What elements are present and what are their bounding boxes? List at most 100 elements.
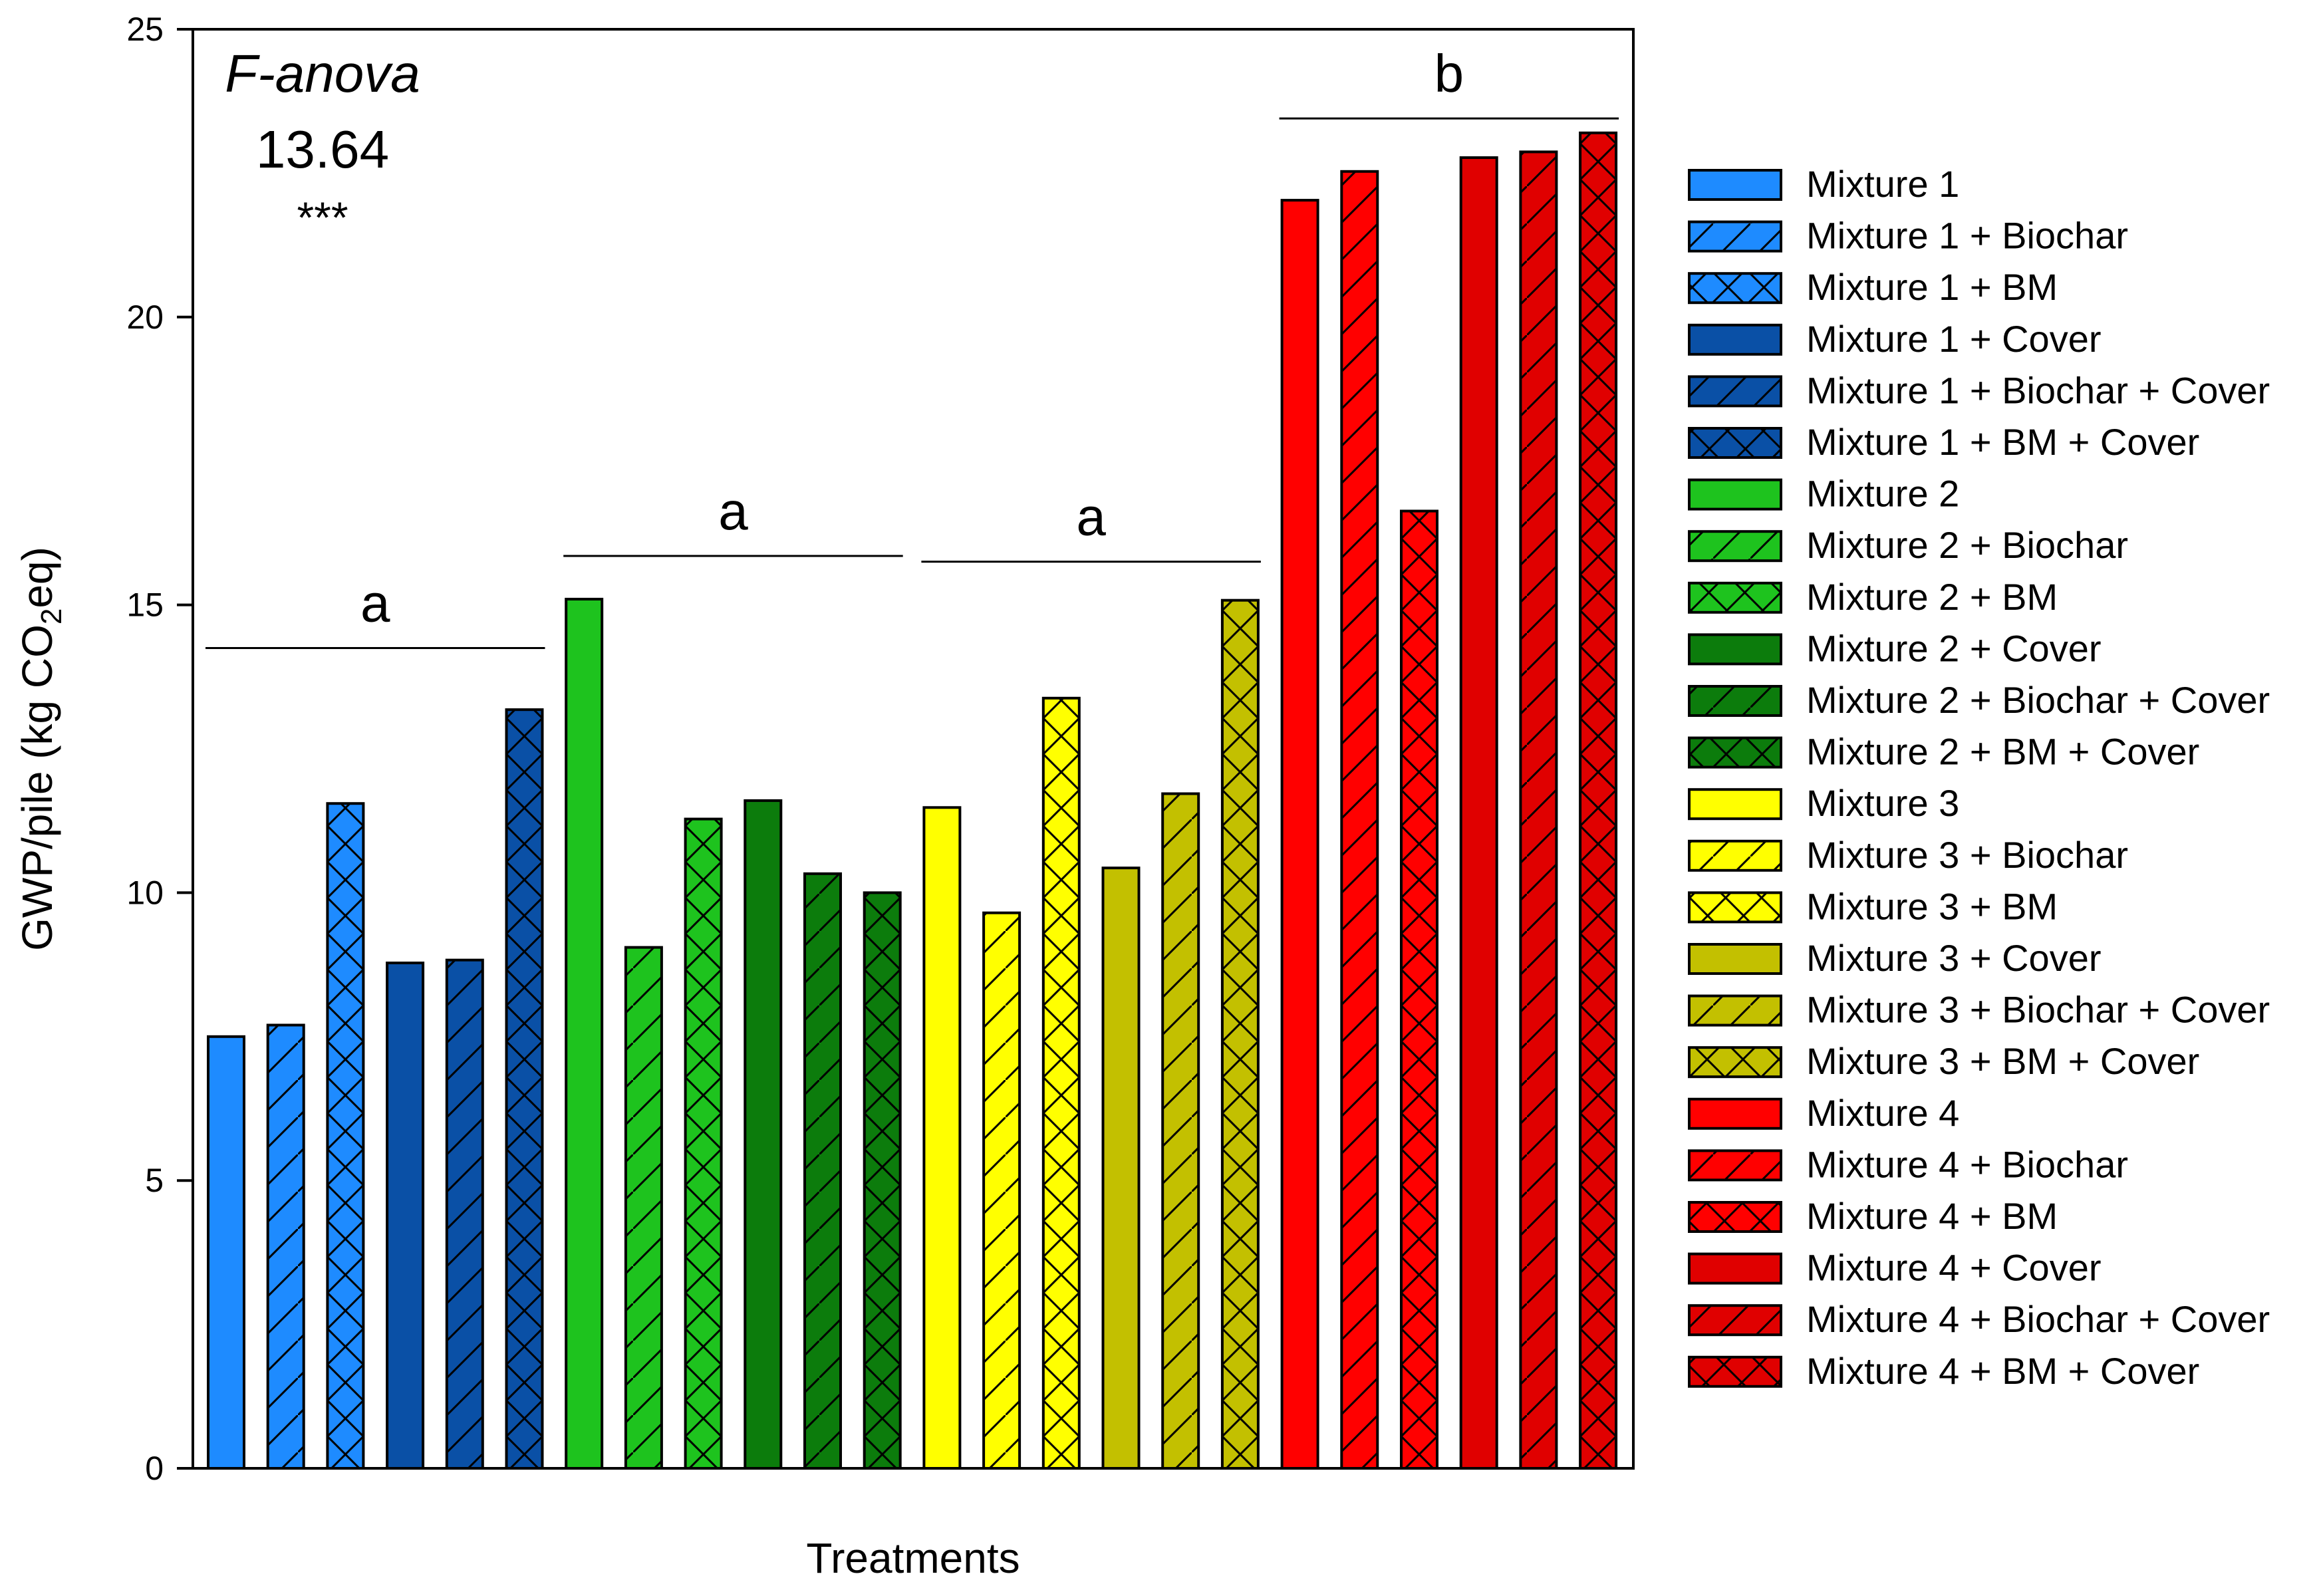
plot-frame bbox=[192, 28, 1635, 1470]
group-letter-3: a bbox=[1076, 487, 1106, 547]
bar-6 bbox=[505, 708, 544, 1470]
legend-label-19: Mixture 4 bbox=[1806, 1092, 1959, 1134]
legend-swatch-20 bbox=[1688, 1149, 1782, 1182]
legend-item-20: Mixture 4 + Biochar bbox=[1688, 1143, 2128, 1185]
y-tick-label-10: 10 bbox=[126, 874, 164, 911]
legend-swatch-23 bbox=[1688, 1304, 1782, 1337]
legend-item-5: Mixture 1 + Biochar + Cover bbox=[1688, 369, 2270, 411]
legend-swatch-8 bbox=[1688, 530, 1782, 563]
legend-label-6: Mixture 1 + BM + Cover bbox=[1806, 421, 2199, 463]
legend-item-24: Mixture 4 + BM + Cover bbox=[1688, 1350, 2199, 1392]
y-tick-label-20: 20 bbox=[126, 299, 164, 336]
group-letter-4: b bbox=[1434, 44, 1464, 103]
y-axis-label: GWP/pile (kg CO2eq) bbox=[13, 547, 68, 951]
legend-item-10: Mixture 2 + Cover bbox=[1688, 627, 2102, 669]
legend-item-21: Mixture 4 + BM bbox=[1688, 1195, 2058, 1237]
legend-label-5: Mixture 1 + Biochar + Cover bbox=[1806, 369, 2270, 411]
legend-label-1: Mixture 1 bbox=[1806, 163, 1959, 205]
legend-swatch-21 bbox=[1688, 1201, 1782, 1233]
legend-label-11: Mixture 2 + Biochar + Cover bbox=[1806, 679, 2270, 721]
y-axis-label-subscript: 2 bbox=[35, 608, 68, 624]
legend-label-8: Mixture 2 + Biochar bbox=[1806, 524, 2128, 566]
legend-item-7: Mixture 2 bbox=[1688, 473, 1959, 515]
y-axis-label-suffix: eq) bbox=[13, 547, 61, 608]
legend-item-9: Mixture 2 + BM bbox=[1688, 576, 2058, 618]
legend-item-17: Mixture 3 + Biochar + Cover bbox=[1688, 989, 2270, 1031]
legend-item-2: Mixture 1 + Biochar bbox=[1688, 215, 2128, 257]
legend-label-16: Mixture 3 + Cover bbox=[1806, 937, 2102, 979]
legend: Mixture 1 Mixture 1 + Biochar Mixture 1 + … bbox=[1688, 163, 2270, 1392]
legend-label-23: Mixture 4 + Biochar + Cover bbox=[1806, 1298, 2270, 1340]
legend-label-4: Mixture 1 + Cover bbox=[1806, 318, 2102, 360]
legend-label-17: Mixture 3 + Biochar + Cover bbox=[1806, 989, 2270, 1031]
legend-swatch-7 bbox=[1688, 478, 1782, 511]
anova-title: F-anova bbox=[225, 44, 420, 103]
legend-label-2: Mixture 1 + Biochar bbox=[1806, 215, 2128, 257]
legend-swatch-16 bbox=[1688, 943, 1782, 975]
y-tick-label-0: 0 bbox=[145, 1450, 164, 1487]
legend-label-7: Mixture 2 bbox=[1806, 473, 1959, 515]
legend-item-16: Mixture 3 + Cover bbox=[1688, 937, 2102, 979]
legend-swatch-10 bbox=[1688, 633, 1782, 666]
group-letter-2: a bbox=[718, 481, 748, 541]
legend-swatch-19 bbox=[1688, 1097, 1782, 1130]
bar-23 bbox=[1519, 150, 1558, 1470]
legend-item-4: Mixture 1 + Cover bbox=[1688, 318, 2102, 360]
bar-17 bbox=[1161, 792, 1200, 1470]
bar-20 bbox=[1340, 170, 1379, 1470]
y-axis: 0 5 10 15 20 25 bbox=[126, 11, 193, 1487]
bar-11 bbox=[803, 872, 842, 1470]
legend-item-3: Mixture 1 + BM bbox=[1688, 266, 2058, 308]
legend-item-8: Mixture 2 + Biochar bbox=[1688, 524, 2128, 566]
bar-15 bbox=[1041, 696, 1081, 1470]
anova-stars: *** bbox=[297, 193, 348, 242]
legend-item-12: Mixture 2 + BM + Cover bbox=[1688, 731, 2199, 773]
bar-3 bbox=[326, 802, 365, 1470]
legend-swatch-12 bbox=[1688, 736, 1782, 769]
bar-12 bbox=[863, 891, 902, 1470]
bar-2 bbox=[266, 1023, 305, 1470]
legend-label-3: Mixture 1 + BM bbox=[1806, 266, 2058, 308]
bar-18 bbox=[1220, 598, 1260, 1470]
legend-label-13: Mixture 3 bbox=[1806, 782, 1959, 824]
legend-item-6: Mixture 1 + BM + Cover bbox=[1688, 421, 2199, 463]
bar-7 bbox=[565, 597, 604, 1470]
y-axis-label-prefix: GWP/pile (kg CO bbox=[13, 624, 61, 951]
bar-22 bbox=[1459, 156, 1498, 1470]
anova-value: 13.64 bbox=[256, 120, 389, 179]
bar-16 bbox=[1101, 866, 1141, 1470]
legend-label-12: Mixture 2 + BM + Cover bbox=[1806, 731, 2199, 773]
legend-item-19: Mixture 4 bbox=[1688, 1092, 1959, 1134]
legend-item-22: Mixture 4 + Cover bbox=[1688, 1247, 2102, 1289]
legend-item-1: Mixture 1 bbox=[1688, 163, 1959, 205]
bar-5 bbox=[445, 958, 484, 1470]
bar-24 bbox=[1579, 131, 1618, 1470]
bar-8 bbox=[624, 946, 663, 1470]
group-letter-1: a bbox=[360, 574, 390, 633]
legend-label-10: Mixture 2 + Cover bbox=[1806, 627, 2102, 669]
bars-layer bbox=[207, 131, 1618, 1470]
legend-label-15: Mixture 3 + BM bbox=[1806, 885, 2058, 927]
bar-13 bbox=[922, 806, 962, 1470]
y-tick-label-5: 5 bbox=[145, 1162, 164, 1199]
bar-1 bbox=[207, 1035, 245, 1470]
x-axis-label: Treatments bbox=[806, 1534, 1020, 1582]
legend-swatch-17 bbox=[1688, 994, 1782, 1027]
legend-swatch-3 bbox=[1688, 272, 1782, 305]
legend-label-24: Mixture 4 + BM + Cover bbox=[1806, 1350, 2199, 1392]
significance-groups: a a a b bbox=[205, 44, 1619, 650]
legend-swatch-11 bbox=[1688, 685, 1782, 717]
legend-item-14: Mixture 3 + Biochar bbox=[1688, 834, 2128, 876]
legend-label-20: Mixture 4 + Biochar bbox=[1806, 1143, 2128, 1185]
legend-swatch-13 bbox=[1688, 788, 1782, 821]
legend-swatch-1 bbox=[1688, 169, 1782, 201]
legend-swatch-24 bbox=[1688, 1355, 1782, 1388]
bar-9 bbox=[684, 817, 723, 1470]
legend-item-15: Mixture 3 + BM bbox=[1688, 885, 2058, 927]
legend-swatch-18 bbox=[1688, 1046, 1782, 1079]
bar-14 bbox=[982, 911, 1022, 1470]
bar-4 bbox=[386, 962, 425, 1470]
legend-label-9: Mixture 2 + BM bbox=[1806, 576, 2058, 618]
bar-21 bbox=[1400, 509, 1438, 1470]
